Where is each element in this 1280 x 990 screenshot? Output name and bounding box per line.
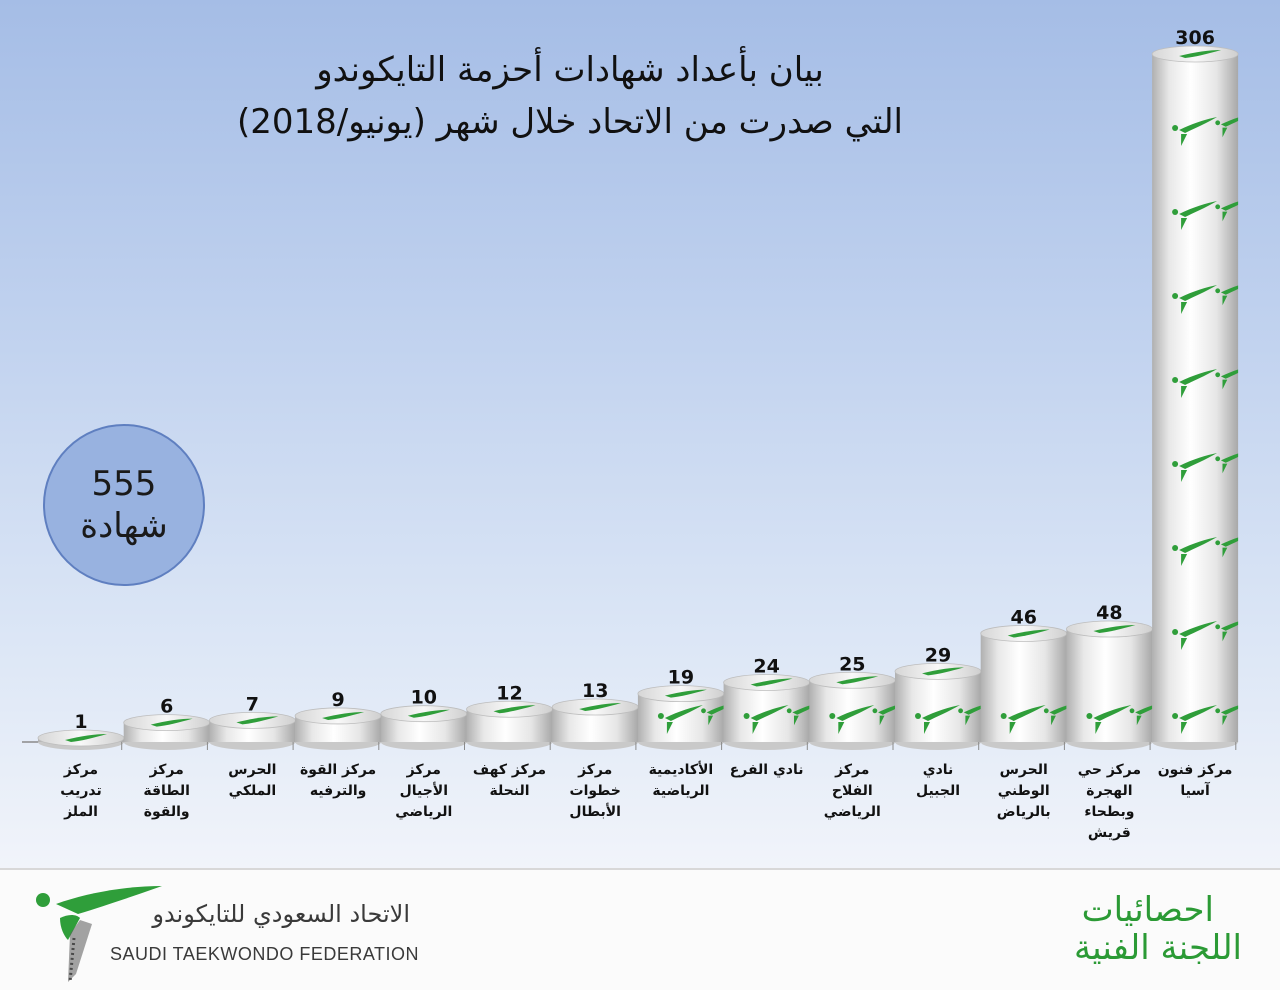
value-label: 19: [668, 667, 694, 689]
chart-title-line-1: بيان بأعداد شهادات أحزمة التايكوندو: [316, 50, 824, 90]
ticks-group: [121, 742, 1237, 750]
federation-name-english: SAUDI TAEKWONDO FEDERATION: [110, 944, 420, 964]
value-label: 7: [246, 693, 259, 715]
category-label: مركز القوة والترفيه: [295, 760, 381, 802]
category-label-line: مركز: [406, 762, 441, 778]
category-label-line: الأكاديمية: [648, 762, 714, 778]
statistics-label: احصائيات: [1081, 890, 1214, 930]
value-label: 9: [331, 689, 344, 711]
federation-name-arabic: الاتحاد السعودي للتايكوندو: [152, 900, 410, 928]
category-label-line: آسيا: [1180, 783, 1210, 799]
category-label-line: مركز: [578, 762, 613, 778]
bars-group: [37, 45, 1239, 750]
category-label-line: الأبطال: [569, 804, 621, 820]
category-label-line: الفلاح: [831, 783, 873, 799]
value-label: 24: [753, 656, 779, 678]
taekwondo-logo-icon: [36, 886, 162, 983]
chart-area: 1 6 7 9 10 12 13 19 24 25 29 46 48 306 بيان بأعداد شه…: [0, 0, 1280, 868]
category-label-line: بالرياض: [996, 804, 1051, 820]
category-label-line: الأجيال: [399, 783, 449, 799]
bar: [808, 671, 896, 742]
category-label-line: الجبيل: [915, 783, 961, 799]
category-label: الحرس الوطني بالرياض: [981, 760, 1067, 823]
bar: [294, 707, 382, 742]
category-label-line: الوطني: [997, 783, 1050, 799]
category-label-line: النحلة: [489, 783, 530, 799]
total-badge: 555 شهادة: [43, 424, 205, 586]
category-label: مركز الأجيال الرياضي: [381, 760, 467, 823]
category-label: مركز الطاقة والقوة: [124, 760, 210, 823]
bar: [466, 700, 553, 742]
value-label: 25: [839, 653, 865, 675]
value-label: 29: [925, 644, 951, 666]
value-label: 10: [411, 687, 437, 709]
value-label: 6: [160, 696, 173, 718]
footer: الاتحاد السعودي للتايكوندو SAUDI TAEKWON…: [0, 868, 1280, 990]
category-label-line: الرياضي: [395, 804, 453, 820]
category-label: الأكاديمية الرياضية: [638, 760, 724, 802]
category-label-line: والقوة: [143, 804, 190, 820]
chart-title-line-2: التي صدرت من الاتحاد خلال شهر (يونيو/201…: [237, 102, 903, 142]
bar: [637, 685, 725, 742]
value-label: 1: [74, 711, 87, 733]
category-label-line: الرياضية: [652, 783, 710, 799]
category-label: الحرس الملكي: [209, 760, 295, 802]
bar: [894, 662, 982, 742]
category-label: مركز خطوات الأبطال: [552, 760, 638, 823]
bar: [980, 625, 1068, 742]
value-label: 13: [582, 680, 608, 702]
category-label-line: مركز: [149, 762, 184, 778]
category-label-line: خطوات: [569, 783, 621, 799]
category-label-line: مركز: [835, 762, 870, 778]
category-label-line: الحرس: [999, 762, 1048, 778]
category-label-line: تدريب: [60, 783, 102, 799]
technical-committee-label: اللجنة الفنية: [1073, 928, 1242, 968]
category-label: مركز حي الهجرة وبطحاء قريش: [1066, 760, 1152, 844]
category-label-line: الطاقة: [143, 783, 190, 799]
category-label-line: والترفيه: [309, 783, 367, 799]
category-label-line: الحرس: [228, 762, 277, 778]
total-value: 555: [91, 464, 157, 504]
total-unit: شهادة: [80, 506, 168, 546]
category-label-line: الهجرة: [1086, 783, 1133, 799]
category-label-line: نادي الفرع: [729, 762, 804, 778]
bar: [380, 705, 468, 742]
bar: [723, 674, 810, 742]
category-label-line: قريش: [1087, 825, 1131, 841]
category-label-line: الرياضي: [823, 804, 881, 820]
category-label-line: وبطحاء: [1084, 804, 1135, 820]
category-label: نادي الفرع: [724, 760, 810, 781]
category-label: مركز فنون آسيا: [1152, 760, 1238, 802]
category-label-line: الملز: [64, 804, 98, 820]
value-label: 48: [1096, 602, 1122, 624]
category-label: نادي الجبيل: [895, 760, 981, 802]
category-label-line: مركز حي: [1077, 762, 1142, 778]
category-label-line: الملكي: [228, 783, 277, 799]
category-label-line: نادي: [922, 762, 954, 778]
category-label: مركز الفلاح الرياضي: [809, 760, 895, 823]
bar-chart: 1 6 7 9 10 12 13 19 24 25 29 46 48 306: [22, 27, 1239, 750]
category-label-line: مركز: [63, 762, 99, 778]
bar: [208, 711, 296, 742]
bar: [123, 714, 211, 742]
bar: [551, 698, 639, 742]
value-label: 46: [1010, 606, 1036, 628]
category-label-line: مركز كهف: [472, 762, 547, 778]
bar: [1066, 620, 1153, 742]
category-label-line: مركز القوة: [299, 762, 377, 778]
category-label: مركز كهف النحلة: [467, 760, 553, 802]
value-label: 306: [1175, 27, 1215, 49]
bar: [1151, 45, 1239, 742]
value-labels-group: 1 6 7 9 10 12 13 19 24 25 29 46 48 306: [74, 27, 1215, 733]
value-label: 12: [496, 682, 522, 704]
category-label-line: مركز فنون: [1157, 762, 1233, 778]
category-label: مركز تدريب الملز: [38, 760, 124, 823]
